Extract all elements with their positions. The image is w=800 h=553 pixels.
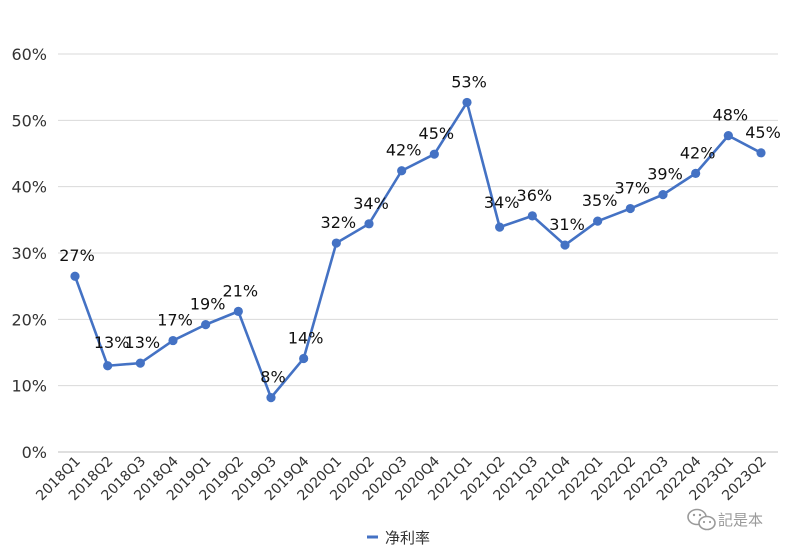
data-label: 14% <box>288 328 324 347</box>
data-label: 32% <box>321 213 357 232</box>
data-point <box>233 306 243 316</box>
data-label: 42% <box>680 143 716 162</box>
data-point <box>429 149 439 159</box>
x-axis-ticks: 2018Q12018Q22018Q32018Q42019Q12019Q22019… <box>33 453 770 504</box>
data-label: 45% <box>745 123 781 142</box>
y-tick-label: 50% <box>11 111 47 130</box>
data-label: 31% <box>549 215 585 234</box>
y-tick-label: 40% <box>11 178 47 197</box>
data-point <box>756 148 766 158</box>
data-label: 34% <box>484 193 520 212</box>
series-line <box>73 101 762 399</box>
y-tick-label: 0% <box>22 443 47 462</box>
series-group <box>70 97 766 403</box>
data-label: 48% <box>713 106 749 125</box>
wechat-icon <box>687 508 716 531</box>
data-point <box>331 238 341 248</box>
data-point <box>103 361 113 371</box>
data-point <box>135 358 145 368</box>
data-label: 39% <box>647 165 683 184</box>
grid-lines <box>58 53 778 453</box>
data-label: 8% <box>260 368 285 387</box>
watermark: 記是本 <box>687 508 763 531</box>
data-point <box>593 216 603 226</box>
data-point <box>266 393 276 403</box>
data-point <box>625 203 635 214</box>
data-point <box>691 168 701 178</box>
y-axis-ticks: 0% 10% 20% 30% 40% 50% 60% <box>11 45 47 462</box>
data-point <box>70 271 80 281</box>
legend: 净利率 <box>367 529 430 547</box>
data-point <box>397 166 407 176</box>
data-point <box>168 335 178 346</box>
data-label: 21% <box>223 281 259 300</box>
data-label: 34% <box>353 194 389 213</box>
data-labels: 27%13%13%17%19%21%8%14%32%34%42%45%53%34… <box>59 72 781 386</box>
data-label: 42% <box>386 141 422 160</box>
y-tick-label: 60% <box>11 45 47 64</box>
watermark-text: 記是本 <box>718 511 763 529</box>
data-label: 27% <box>59 246 95 265</box>
data-label: 19% <box>190 295 226 314</box>
data-point <box>364 219 374 229</box>
data-point <box>462 97 472 108</box>
data-label: 17% <box>157 311 193 330</box>
data-label: 53% <box>451 72 487 91</box>
y-tick-label: 20% <box>11 310 47 329</box>
data-label: 13% <box>94 333 130 352</box>
data-label: 35% <box>582 191 618 210</box>
data-label: 45% <box>419 124 455 143</box>
y-tick-label: 10% <box>11 377 47 396</box>
data-label: 13% <box>125 333 161 352</box>
data-point <box>560 240 570 250</box>
data-point <box>495 222 505 232</box>
data-point <box>201 320 211 330</box>
y-tick-label: 30% <box>11 244 47 263</box>
data-point <box>658 190 668 200</box>
data-point <box>299 353 309 364</box>
data-point <box>527 211 537 221</box>
data-label: 37% <box>615 179 651 198</box>
data-point <box>723 130 733 141</box>
legend-label: 净利率 <box>385 529 430 547</box>
data-label: 36% <box>517 186 553 205</box>
